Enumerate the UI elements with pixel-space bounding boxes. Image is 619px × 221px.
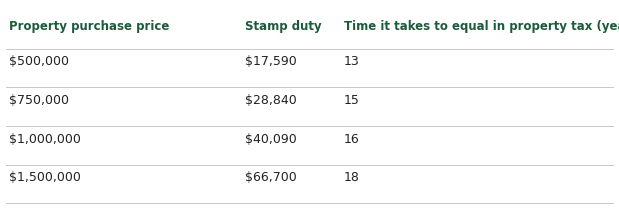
Text: 16: 16 (344, 133, 359, 146)
Text: Stamp duty: Stamp duty (245, 20, 321, 33)
Text: Property purchase price: Property purchase price (9, 20, 170, 33)
Text: $40,090: $40,090 (245, 133, 297, 146)
Text: $17,590: $17,590 (245, 55, 297, 68)
Text: $28,840: $28,840 (245, 94, 297, 107)
Text: $66,700: $66,700 (245, 171, 297, 184)
Text: $750,000: $750,000 (9, 94, 69, 107)
Text: 18: 18 (344, 171, 360, 184)
Text: 15: 15 (344, 94, 360, 107)
Text: 13: 13 (344, 55, 359, 68)
Text: $1,000,000: $1,000,000 (9, 133, 81, 146)
Text: Time it takes to equal in property tax (years): Time it takes to equal in property tax (… (344, 20, 619, 33)
Text: $500,000: $500,000 (9, 55, 69, 68)
Text: $1,500,000: $1,500,000 (9, 171, 81, 184)
